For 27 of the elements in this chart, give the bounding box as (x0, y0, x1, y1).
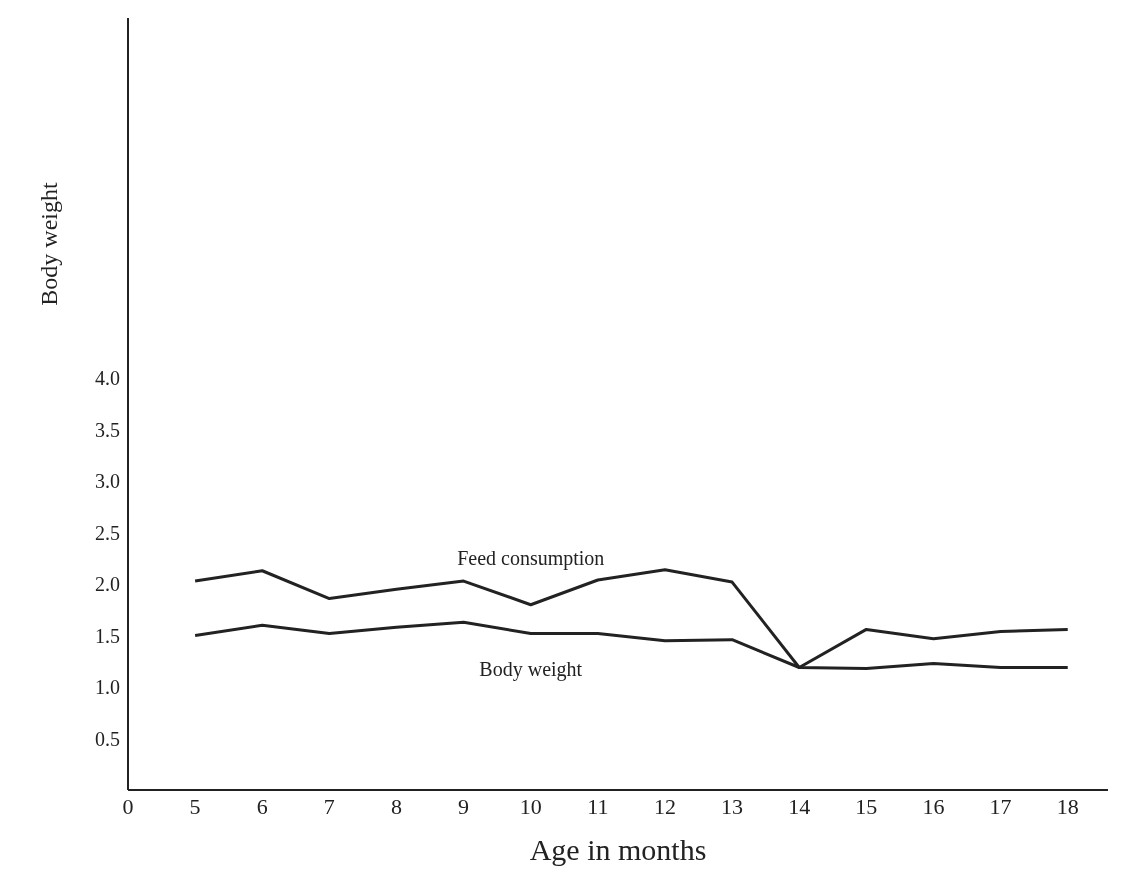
x-tick-label: 8 (390, 793, 402, 819)
x-tick-label: 15 (855, 793, 878, 819)
y-tick-label: 3.0 (95, 470, 120, 493)
y-tick-label: 1.0 (95, 676, 120, 699)
y-tick-label: 4.0 (95, 367, 120, 390)
x-tick-label: 16 (922, 793, 945, 819)
x-tick-label: 17 (989, 793, 1012, 819)
x-tick-label: 12 (653, 793, 676, 819)
y-tick-label: 2.5 (95, 521, 120, 544)
x-tick-label: 13 (721, 793, 744, 819)
x-tick-label: 18 (1056, 793, 1079, 819)
series-label: Feed consumption (457, 546, 605, 570)
y-axis-title: Body weight (35, 182, 62, 306)
x-tick-label: 6 (256, 793, 268, 819)
x-tick-label: 14 (788, 793, 811, 819)
y-tick-label: 2.0 (95, 573, 120, 596)
x-tick-label: 10 (519, 793, 542, 819)
x-tick-label: 9 (458, 793, 470, 819)
y-tick-label: 3.5 (95, 418, 120, 441)
x-tick-label: 5 (189, 793, 201, 819)
x-tick-label: 7 (323, 793, 335, 819)
x-axis-title: Age in months (529, 833, 707, 866)
y-tick-label: 1.5 (95, 624, 120, 647)
x-tick-label: 0 (122, 793, 134, 819)
series-label: Body weight (479, 657, 583, 681)
y-tick-label: 0.5 (95, 727, 120, 750)
x-tick-label: 11 (587, 793, 609, 819)
